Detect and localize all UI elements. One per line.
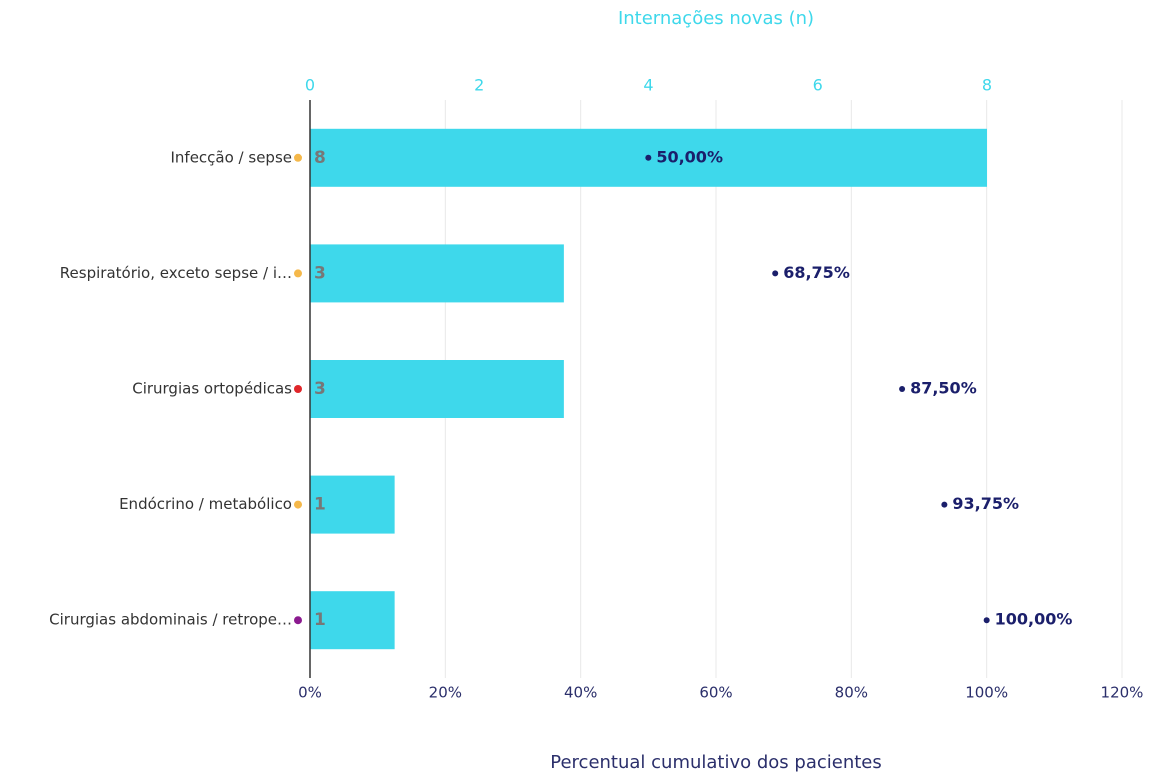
- category-marker: [294, 616, 302, 625]
- x-tick-label: 6: [813, 76, 823, 95]
- bar-label: 1: [314, 495, 326, 515]
- x2-tick-label: 60%: [699, 684, 732, 702]
- x-tick-label: 8: [982, 76, 992, 95]
- x-tick-label: 0: [305, 76, 315, 95]
- category-label: Cirurgias ortopédicas: [132, 380, 292, 398]
- category-marker: [294, 385, 302, 393]
- cumulative-point: [772, 270, 779, 277]
- x2-tick-label: 20%: [429, 684, 462, 702]
- bar: [310, 591, 395, 650]
- category-marker: [294, 269, 302, 278]
- bar-label: 3: [314, 263, 326, 283]
- bar-label: 1: [314, 610, 326, 630]
- cumulative-point: [941, 501, 948, 508]
- cumulative-label: 100,00%: [995, 610, 1073, 629]
- x2-tick-label: 0%: [298, 684, 322, 702]
- bar: [310, 360, 564, 418]
- bottom-axis-title: Percentual cumulativo dos pacientes: [550, 752, 882, 773]
- cumulative-label: 93,75%: [952, 494, 1019, 513]
- x-tick-label: 4: [643, 76, 653, 95]
- cumulative-point: [645, 154, 652, 161]
- cumulative-label: 87,50%: [910, 379, 977, 398]
- cumulative-label: 50,00%: [656, 147, 723, 166]
- x-tick-label: 2: [474, 76, 484, 95]
- category-label: Infecção / sepse: [170, 148, 292, 166]
- x2-tick-label: 120%: [1101, 684, 1144, 702]
- cumulative-point: [899, 386, 906, 392]
- category-marker: [294, 500, 302, 509]
- x2-tick-label: 80%: [835, 684, 868, 702]
- category-label: Endócrino / metabólico: [119, 495, 292, 513]
- x2-tick-label: 100%: [965, 684, 1008, 702]
- x2-tick-label: 40%: [564, 684, 597, 702]
- cumulative-point: [983, 617, 990, 624]
- bar: [310, 475, 395, 534]
- top-axis-title: Internações novas (n): [618, 8, 814, 29]
- bar-label: 3: [314, 379, 326, 399]
- bar-label: 8: [314, 148, 326, 168]
- category-label: Respiratório, exceto sepse / i…: [60, 264, 292, 282]
- bar: [310, 244, 564, 303]
- category-marker: [294, 153, 302, 162]
- cumulative-label: 68,75%: [783, 263, 850, 282]
- category-label: Cirurgias abdominais / retrope…: [49, 611, 292, 629]
